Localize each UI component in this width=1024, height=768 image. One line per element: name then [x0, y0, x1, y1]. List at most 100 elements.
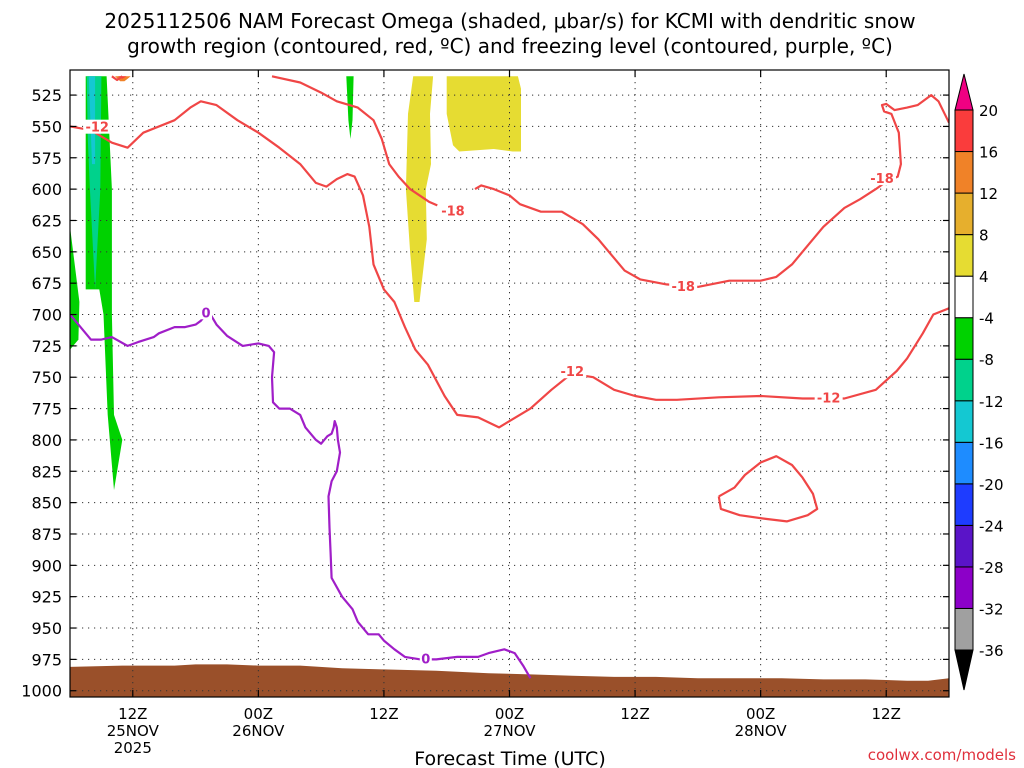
colorbar-label-9: 4 [979, 268, 989, 286]
y-tick-label-8: 725 [31, 337, 62, 356]
colorbar-box-2 [954, 524, 974, 568]
colorbar-label-13: 20 [979, 102, 998, 120]
y-tick-label-0: 525 [31, 86, 62, 105]
y-tick-label-7: 700 [31, 306, 62, 325]
contour-label-3: -18 [671, 280, 695, 295]
colorbar-label-4: -20 [979, 476, 1004, 494]
grid-dots [70, 70, 949, 697]
contour-label-6: 0 [202, 306, 211, 321]
colorbar-label-11: 12 [979, 185, 998, 203]
x-tick-label-5-1: 28NOV [735, 722, 788, 740]
colorbar-box-1 [954, 566, 974, 609]
x-tick-label-6-0: 12Z [872, 705, 901, 723]
colorbar-label-8: -4 [979, 310, 994, 328]
colorbar-label-2: -28 [979, 559, 1004, 577]
contour-label-bg-4 [814, 390, 843, 405]
colorbar-label-7: -8 [979, 351, 994, 369]
omega-region-6 [446, 76, 521, 152]
y-tick-label-9: 750 [31, 368, 62, 387]
contour-labels: -12 -18 -12 -18 -12 -18 0 0 [83, 119, 897, 667]
contour-label-bg-0 [83, 119, 112, 134]
x-tick-label-1-1: 26NOV [232, 722, 285, 740]
y-tick-label-19: 1000 [21, 682, 62, 701]
colorbar-box-8 [954, 275, 974, 319]
contour-minus12-upper [70, 100, 949, 429]
colorbar-box-5 [954, 400, 974, 443]
y-tick-label-10: 775 [31, 400, 62, 419]
contour-label-2: -12 [561, 365, 585, 380]
y-tick-label-16: 925 [31, 588, 62, 607]
colorbar-box-7 [954, 317, 974, 360]
contour-label-bg-5 [868, 171, 897, 186]
contour-label-bg-2 [558, 364, 587, 379]
contour-minus12-loop [717, 455, 819, 523]
y-axis: 525 550 575 600 625 650 675 700 725 750 775 800 825 8… [21, 86, 949, 701]
contour-minus18-right [474, 93, 949, 288]
y-tick-label-15: 900 [31, 556, 62, 575]
contour-label-bg-7 [419, 651, 432, 666]
colorbar-label-12: 16 [979, 144, 998, 162]
omega-region-5 [405, 76, 434, 302]
credit-text: coolwx.com/models [868, 746, 1016, 764]
colorbar-box-6 [954, 358, 974, 402]
x-tick-label-0-1: 25NOV [107, 722, 160, 740]
contour-lines [70, 75, 949, 679]
x-tick-label-4-0: 12Z [620, 705, 649, 723]
y-tick-label-13: 850 [31, 494, 62, 513]
colorbar-box-4 [954, 441, 974, 485]
colorbar-label-1: -32 [979, 600, 1004, 618]
contour-freezing-0 [70, 313, 532, 679]
contour-label-4: -12 [817, 392, 841, 407]
y-tick-label-18: 975 [31, 650, 62, 669]
chart-title-line2: growth region (contoured, red, ºC) and f… [127, 34, 893, 58]
colorbar-box-10 [954, 192, 974, 236]
contour-label-bg-3 [669, 278, 698, 293]
omega-region-4 [346, 76, 354, 139]
x-axis-label: Forecast Time (UTC) [414, 748, 605, 768]
contour-label-1: -18 [441, 205, 465, 220]
contour-label-bg-6 [200, 305, 213, 320]
terrain-surface [70, 664, 949, 697]
y-tick-label-1: 550 [31, 117, 62, 136]
colorbar-box-12 [954, 109, 974, 153]
x-tick-label-2-0: 12Z [369, 705, 398, 723]
y-tick-label-4: 625 [31, 211, 62, 230]
colorbar-label-0: -36 [979, 642, 1004, 660]
x-tick-label-1-0: 00Z [244, 705, 273, 723]
colorbar-box-11 [954, 151, 974, 194]
y-tick-label-6: 675 [31, 274, 62, 293]
colorbar-under-triangle [954, 649, 974, 691]
x-tick-label-5-0: 00Z [746, 705, 775, 723]
x-tick-label-0-0: 12Z [118, 705, 147, 723]
y-tick-label-12: 825 [31, 462, 62, 481]
colorbar-box-0 [954, 607, 974, 651]
x-tick-label-3-0: 00Z [495, 705, 524, 723]
colorbar-box-9 [954, 234, 974, 277]
contour-label-bg-1 [438, 203, 467, 218]
terrain-layer [70, 664, 949, 697]
colorbar-label-6: -12 [979, 393, 1004, 411]
y-tick-label-5: 650 [31, 243, 62, 262]
chart-title-line1: 2025112506 NAM Forecast Omega (shaded, μ… [104, 9, 915, 33]
contour-label-5: -18 [870, 172, 894, 187]
contour-label-0: -12 [85, 121, 109, 136]
plot-area [70, 70, 949, 697]
x-tick-label-0-2: 2025 [114, 739, 152, 757]
colorbar-label-10: 8 [979, 227, 989, 245]
colorbar-label-5: -16 [979, 434, 1004, 452]
contour-minus18-main [271, 75, 438, 207]
y-tick-label-11: 800 [31, 431, 62, 450]
y-tick-label-2: 575 [31, 149, 62, 168]
colorbar-label-3: -24 [979, 517, 1004, 535]
colorbar-over-triangle [954, 73, 974, 111]
y-tick-label-3: 600 [31, 180, 62, 199]
colorbar-box-3 [954, 483, 974, 526]
y-tick-label-14: 875 [31, 525, 62, 544]
y-tick-label-17: 950 [31, 619, 62, 638]
contour-minus18-left [111, 75, 123, 82]
colorbar: -36 -32 -28 -24 -20 -16 -12 -8 -4 4 8 12 16 20 [954, 73, 1004, 691]
x-tick-label-3-1: 27NOV [483, 722, 536, 740]
contour-label-7: 0 [421, 652, 430, 667]
